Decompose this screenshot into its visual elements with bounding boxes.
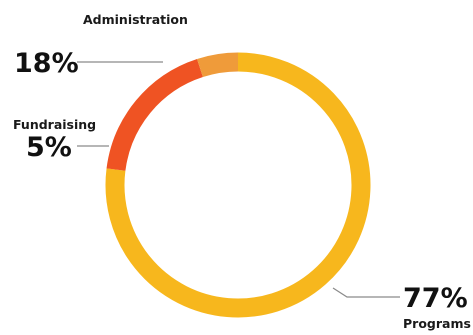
value-label-programs: 77% bbox=[403, 283, 468, 314]
donut-slice-administration bbox=[106, 58, 204, 171]
category-label-administration: Administration bbox=[83, 12, 188, 27]
donut-slice-programs bbox=[105, 52, 371, 318]
value-label-administration: 18% bbox=[14, 48, 79, 79]
category-label-fundraising: Fundraising bbox=[13, 117, 96, 132]
value-label-fundraising: 5% bbox=[26, 132, 72, 163]
donut-slices bbox=[105, 52, 371, 318]
leader-line-programs bbox=[332, 287, 400, 298]
donut-slice-fundraising bbox=[197, 52, 239, 78]
category-label-programs: Programs bbox=[403, 316, 471, 331]
